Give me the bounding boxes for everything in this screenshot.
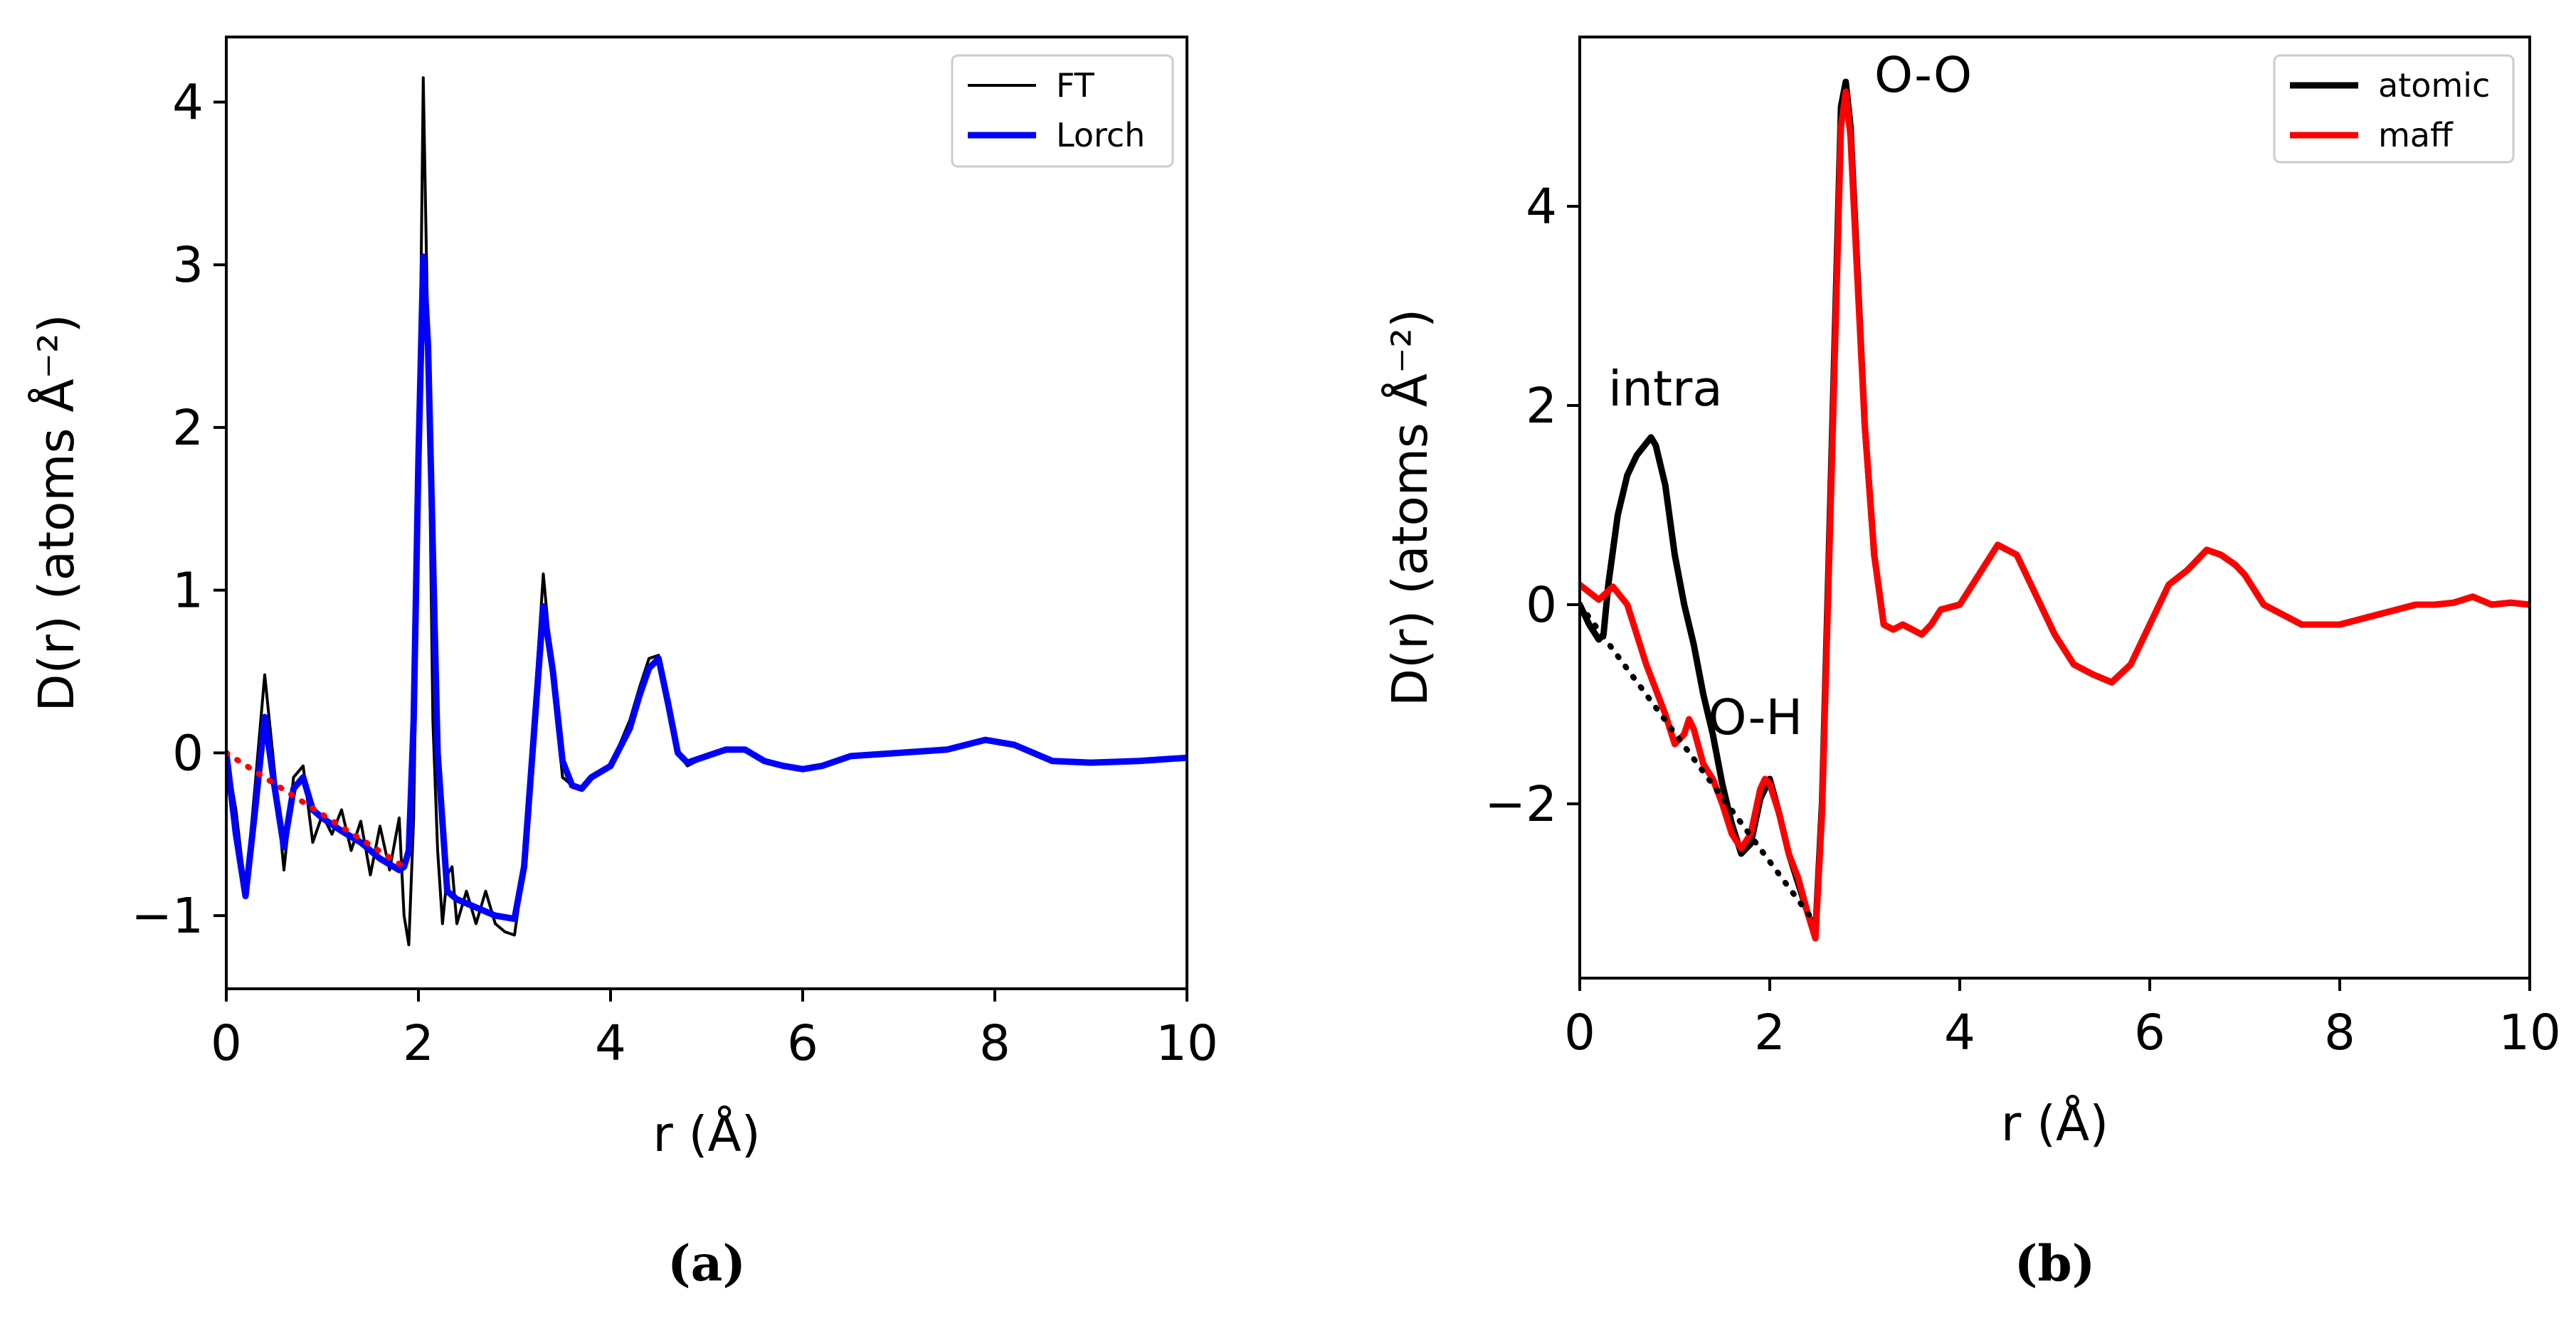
- legend-label-atomic: atomic: [2378, 66, 2490, 105]
- y-axis-label: D(r) (atoms Å⁻²): [1381, 309, 1439, 706]
- axes-frame: [225, 36, 1188, 990]
- reference-dotted-line: [1580, 602, 1819, 926]
- x-axis-label: r (Å): [653, 1105, 760, 1163]
- y-tick-label: −2: [1484, 776, 1557, 833]
- x-tick-label: 4: [595, 1015, 626, 1072]
- x-axis-label: r (Å): [2001, 1094, 2108, 1152]
- y-tick-label: 4: [172, 74, 204, 131]
- axes-frame: [1578, 36, 2531, 980]
- legend-label-maff: maff: [2378, 116, 2454, 154]
- x-tick-label: 10: [2498, 1004, 2561, 1061]
- y-tick-label: 3: [172, 237, 204, 294]
- legend: atomic maff: [2273, 54, 2515, 164]
- series-line-ft: [226, 76, 1187, 947]
- series-group: [1580, 78, 2530, 942]
- y-axis-label: D(r) (atoms Å⁻²): [27, 314, 85, 711]
- y-tick-label: 0: [1526, 577, 1557, 634]
- panel-label: (a): [667, 1235, 746, 1293]
- x-tick-label: 0: [211, 1015, 242, 1072]
- x-tick-label: 8: [2324, 1004, 2355, 1061]
- chart-panel-2: 0 2 4 6 8 10 −2 0 2 4 r (Å) D(r) (atoms Å⁻²) atomic m…: [1381, 36, 2561, 1293]
- y-tick-label: 0: [172, 725, 204, 782]
- x-tick-label: 0: [1564, 1004, 1595, 1061]
- y-tick-label: −1: [131, 888, 204, 945]
- legend-box: [951, 54, 1174, 168]
- y-tick-label: 1: [172, 563, 204, 620]
- reference-dotted-line: [226, 750, 407, 870]
- y-tick-label: 4: [1526, 179, 1557, 235]
- series-line-maff: [1580, 88, 2530, 942]
- x-tick-label: 6: [787, 1015, 818, 1072]
- series-line-lorch: [226, 253, 1187, 923]
- legend-label-lorch: Lorch: [1056, 116, 1145, 154]
- legend: FT Lorch: [951, 54, 1174, 168]
- x-tick-label: 2: [1754, 1004, 1785, 1061]
- series-group: [226, 76, 1187, 947]
- y-tick-label: 2: [1526, 378, 1557, 435]
- panel-label: (b): [2015, 1235, 2096, 1293]
- legend-label-ft: FT: [1056, 66, 1095, 105]
- chart-panel-1: 0 2 4 6 8 10 −1 0 1 2 3 4 r (Å) D(r) (atoms Å⁻²) FT Lor…: [27, 36, 1218, 1293]
- x-tick-label: 6: [2134, 1004, 2165, 1061]
- x-tick-label: 2: [403, 1015, 434, 1072]
- annotation-o-o: O-O: [1874, 47, 1972, 104]
- x-tick-label: 8: [979, 1015, 1010, 1072]
- x-tick-label: 4: [1944, 1004, 1975, 1061]
- y-tick-label: 2: [172, 400, 204, 457]
- x-tick-label: 10: [1156, 1015, 1218, 1072]
- annotation-o-h: O-H: [1708, 689, 1802, 746]
- annotation-intra: intra: [1608, 361, 1723, 418]
